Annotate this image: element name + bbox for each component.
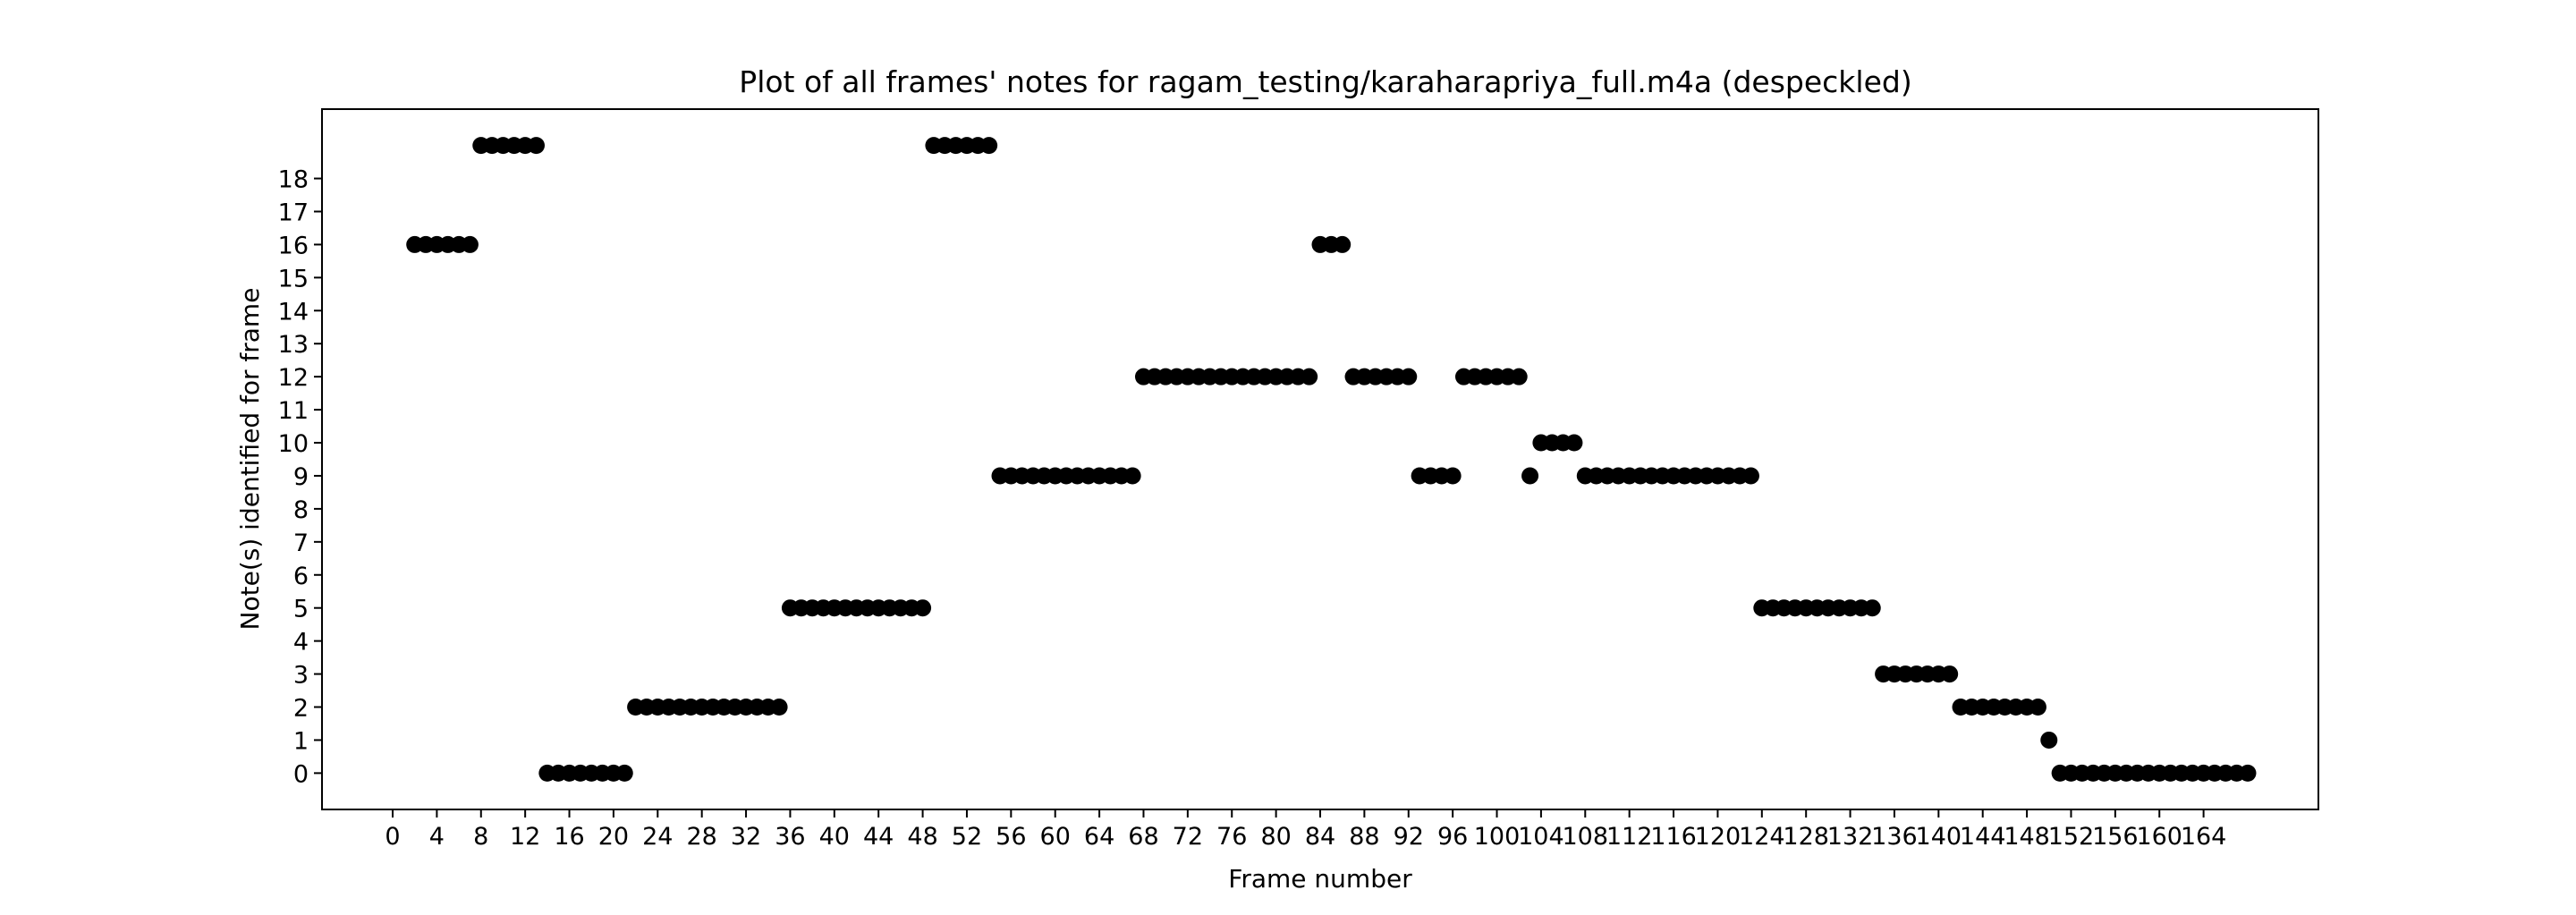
y-tick-label: 10 xyxy=(278,430,309,458)
data-point xyxy=(1334,235,1352,253)
y-tick-label: 2 xyxy=(293,695,309,723)
x-tick-label: 152 xyxy=(2048,823,2095,851)
chart-title: Plot of all frames' notes for ragam_test… xyxy=(739,64,1911,99)
y-tick-label: 5 xyxy=(293,596,309,623)
x-tick-label: 12 xyxy=(510,823,540,851)
data-point xyxy=(1521,467,1539,485)
y-tick-label: 9 xyxy=(293,463,309,491)
data-point xyxy=(1301,368,1318,385)
data-point xyxy=(1444,467,1462,485)
x-tick-label: 56 xyxy=(996,823,1026,851)
y-tick-label: 12 xyxy=(278,364,309,392)
x-tick-label: 64 xyxy=(1084,823,1114,851)
x-tick-label: 48 xyxy=(907,823,937,851)
data-point xyxy=(1741,467,1759,485)
x-tick-label: 24 xyxy=(642,823,673,851)
y-tick-label: 17 xyxy=(278,199,309,226)
data-point xyxy=(1941,665,1959,683)
x-tick-label: 96 xyxy=(1437,823,1468,851)
x-tick-label: 144 xyxy=(1960,823,2006,851)
x-tick-label: 28 xyxy=(686,823,716,851)
x-tick-label: 0 xyxy=(385,823,400,851)
x-tick-label: 40 xyxy=(819,823,850,851)
x-tick-label: 92 xyxy=(1394,823,1424,851)
x-tick-label: 68 xyxy=(1128,823,1158,851)
y-tick-label: 13 xyxy=(278,331,309,359)
y-tick-label: 11 xyxy=(278,397,309,425)
x-tick-label: 112 xyxy=(1606,823,1653,851)
x-tick-label: 128 xyxy=(1783,823,1829,851)
x-tick-label: 76 xyxy=(1216,823,1247,851)
x-tick-label: 108 xyxy=(1563,823,1609,851)
x-tick-label: 88 xyxy=(1349,823,1379,851)
x-tick-label: 148 xyxy=(2004,823,2050,851)
data-point xyxy=(615,764,633,782)
x-tick-label: 104 xyxy=(1518,823,1564,851)
data-point xyxy=(1400,368,1418,385)
y-tick-label: 18 xyxy=(278,166,309,194)
data-point xyxy=(1123,467,1141,485)
data-point xyxy=(2040,731,2058,749)
y-tick-label: 4 xyxy=(293,629,309,657)
y-tick-label: 16 xyxy=(278,232,309,259)
y-tick-label: 0 xyxy=(293,760,309,788)
x-tick-label: 100 xyxy=(1474,823,1521,851)
y-tick-label: 15 xyxy=(278,265,309,292)
data-point xyxy=(1565,434,1583,452)
x-tick-label: 156 xyxy=(2092,823,2139,851)
x-axis: 0 4 8 12 16 20 24 28 32 36 40 44 48 52 56 60 64 68 72 76 80 8… xyxy=(385,809,2226,851)
x-tick-label: 4 xyxy=(429,823,445,851)
data-point xyxy=(770,699,788,716)
x-tick-label: 44 xyxy=(863,823,894,851)
x-axis-label: Frame number xyxy=(1228,864,1412,894)
x-tick-label: 52 xyxy=(952,823,982,851)
data-point xyxy=(2239,764,2257,782)
x-tick-label: 8 xyxy=(473,823,488,851)
data-point xyxy=(1863,599,1881,617)
x-tick-label: 84 xyxy=(1305,823,1335,851)
data-point xyxy=(461,235,479,253)
x-tick-label: 80 xyxy=(1260,823,1291,851)
x-tick-label: 132 xyxy=(1827,823,1874,851)
x-tick-label: 16 xyxy=(554,823,584,851)
y-tick-label: 1 xyxy=(293,727,309,755)
data-point xyxy=(980,137,998,155)
x-tick-label: 32 xyxy=(731,823,761,851)
data-point xyxy=(1510,368,1528,385)
x-tick-label: 60 xyxy=(1040,823,1071,851)
y-tick-label: 6 xyxy=(293,563,309,590)
plot-area xyxy=(406,137,2257,782)
y-axis-label: Note(s) identified for frame xyxy=(235,288,265,631)
x-tick-label: 160 xyxy=(2136,823,2182,851)
x-tick-label: 20 xyxy=(598,823,629,851)
data-point xyxy=(527,137,545,155)
x-tick-label: 36 xyxy=(775,823,805,851)
x-tick-label: 116 xyxy=(1650,823,1697,851)
data-point xyxy=(2029,699,2046,716)
x-tick-label: 140 xyxy=(1916,823,1962,851)
y-tick-label: 14 xyxy=(278,298,309,326)
y-tick-label: 3 xyxy=(293,662,309,690)
x-tick-label: 120 xyxy=(1695,823,1741,851)
x-tick-label: 72 xyxy=(1173,823,1203,851)
x-tick-label: 136 xyxy=(1871,823,1918,851)
x-tick-label: 124 xyxy=(1739,823,1785,851)
y-tick-label: 7 xyxy=(293,530,309,557)
y-tick-label: 8 xyxy=(293,496,309,524)
data-point xyxy=(914,599,932,617)
x-tick-label: 164 xyxy=(2181,823,2227,851)
